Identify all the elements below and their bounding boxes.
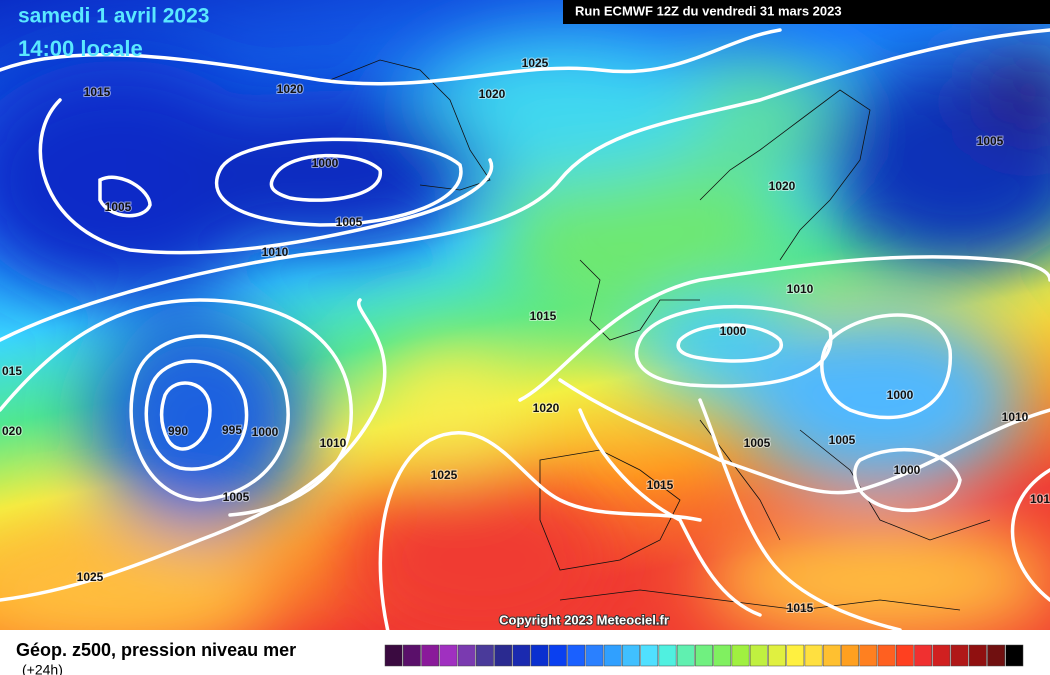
scale-swatch: [950, 644, 969, 667]
isobar-label: 1005: [829, 433, 856, 447]
scale-swatch: [421, 644, 440, 667]
scale-swatch: [530, 644, 549, 667]
scale-swatch: [786, 644, 805, 667]
isobar-label: 1000: [887, 388, 914, 402]
scale-swatch: [695, 644, 713, 667]
legend-title: Géop. z500, pression niveau mer: [16, 640, 296, 660]
isobar-label: 1000: [312, 156, 339, 170]
scale-swatch: [640, 644, 659, 667]
isobar-label: 1000: [252, 425, 279, 439]
isobar-label: 1005: [223, 490, 250, 504]
scale-swatch: [439, 644, 458, 667]
coastlines: [329, 59, 991, 611]
scale-swatch: [384, 644, 403, 667]
isobar-label: 995: [222, 423, 242, 437]
scale-swatch: [895, 644, 914, 667]
scale-swatch: [914, 644, 932, 667]
scale-swatch: [676, 644, 695, 667]
scale-swatch: [658, 644, 677, 667]
scale-swatch: [494, 644, 513, 667]
isobar-label: 1000: [894, 463, 921, 477]
isobar-label: 1010: [262, 245, 289, 259]
legend-subtitle: (+24h): [22, 662, 63, 675]
scale-swatch: [457, 644, 476, 667]
isobar-label: 990: [168, 424, 188, 438]
scale-swatch: [512, 644, 531, 667]
run-banner: [563, 0, 1050, 24]
isobar-label: 1020: [769, 179, 796, 193]
isobar-label: 1000: [720, 324, 747, 338]
isobar-label: 1015: [647, 478, 674, 492]
isobar-label: 1015: [787, 601, 814, 615]
isobar-label: 1010: [320, 436, 347, 450]
isobar-label: 1005: [336, 215, 363, 229]
date: samedi 1 avril 2023: [18, 5, 209, 28]
scale-swatch: [476, 644, 494, 667]
field: [0, 0, 1050, 630]
isobar-label: 1015: [84, 85, 111, 99]
scale-swatch: [567, 644, 586, 667]
scale-swatch: [1005, 644, 1024, 667]
scale-swatch: [603, 644, 622, 667]
time: 14:00 locale: [18, 36, 143, 61]
scale-swatch: [841, 644, 859, 667]
isobar-label: 1010: [787, 282, 814, 296]
isobar-labels: 1015 1020 1025 1020 1000 1005 1005 1010 1020 1005…: [1, 55, 1050, 616]
isobar-label: 1025: [431, 468, 458, 482]
copyright: Copyright 2023 Meteociel.fr: [499, 612, 669, 627]
scale-swatch: [549, 644, 567, 667]
scale-swatch: [932, 644, 951, 667]
isobar-label: 1025: [522, 56, 549, 70]
scale-swatch: [804, 644, 823, 667]
scale-swatch: [987, 644, 1005, 667]
isobar-label: 1005: [977, 134, 1004, 148]
isobar-label: 1025: [77, 570, 104, 584]
isobar-label: 015: [2, 364, 22, 378]
scale-swatch: [877, 644, 896, 667]
isobar-label: 101: [1030, 492, 1050, 506]
color-scale: [384, 644, 1024, 667]
scale-swatch: [731, 644, 750, 667]
isobar-label: 1010: [1002, 410, 1029, 424]
scale-swatch: [768, 644, 786, 667]
scale-swatch: [585, 644, 604, 667]
isobar-label: 1005: [744, 436, 771, 450]
run-info: Run ECMWF 12Z du vendredi 31 mars 2023: [575, 3, 842, 18]
isobar-label: 020: [2, 424, 22, 438]
scale-swatch: [749, 644, 768, 667]
scale-swatch: [968, 644, 987, 667]
scale-swatch: [822, 644, 841, 667]
isobar-label: 1020: [277, 82, 304, 96]
isobar-label: 1020: [533, 401, 560, 415]
scale-swatch: [859, 644, 878, 667]
isobar-label: 1015: [530, 309, 557, 323]
scale-swatch: [713, 644, 732, 667]
isobar-label: 1020: [479, 87, 506, 101]
scale-swatch: [622, 644, 640, 667]
isobar-label: 1005: [105, 200, 132, 214]
scale-swatch: [403, 644, 421, 667]
isobars: [0, 28, 1050, 630]
